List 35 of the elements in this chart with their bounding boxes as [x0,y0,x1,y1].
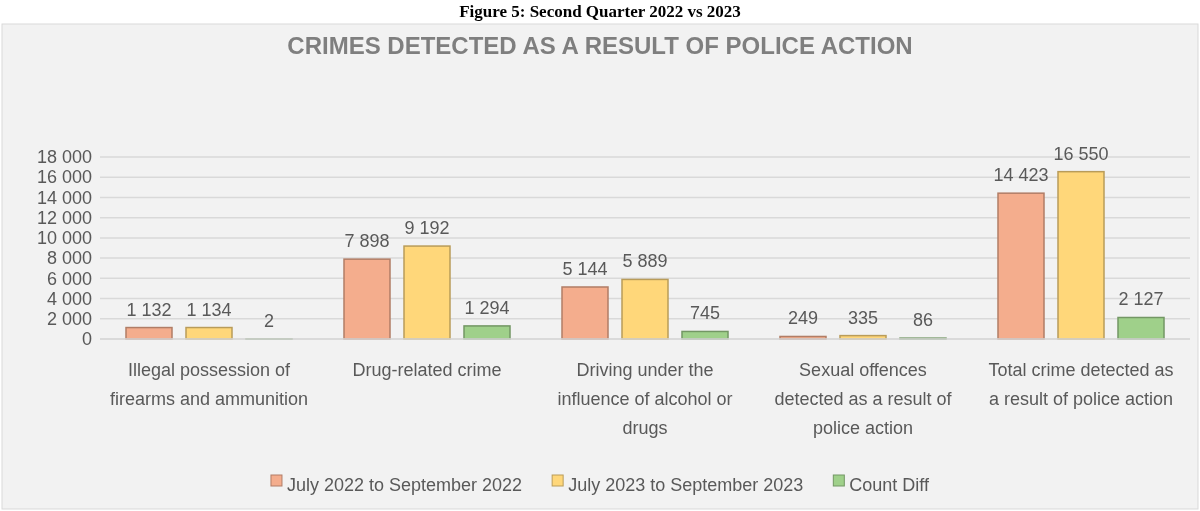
data-label: 5 889 [622,251,668,272]
data-label: 9 192 [404,218,450,239]
y-tick-label: 16 000 [36,167,92,188]
x-tick-label: Illegal possession of firearms and ammunition [109,360,309,409]
caption: Figure 5: Second Quarter 2022 vs 2023 [459,2,741,21]
x-tick-label: Drug-related crime [352,360,502,380]
legend-label: Count Diff [849,474,931,495]
y-tick-label: 4 000 [46,288,92,309]
y-tick-label: 8 000 [46,248,92,269]
y-tick-label: 0 [81,329,92,350]
y-tick-label: 2 000 [46,309,92,330]
data-label: 14 423 [993,165,1049,186]
data-label: 16 550 [1053,143,1109,164]
x-tick-label: Sexual offences detected as a result of police action [774,360,953,438]
data-label: 2 127 [1118,289,1164,310]
data-label: 1 132 [126,299,172,320]
x-tick-label: Total crime detected as a result of police action [988,360,1174,409]
data-label: 86 [912,310,934,331]
x-tick-label: Driving under the influence of alcohol or drugs [557,360,733,438]
data-label: 335 [847,307,879,328]
data-label: 2 [263,310,275,331]
legend-label: July 2023 to September 2023 [568,474,804,495]
data-label: 745 [689,303,721,324]
data-label: 5 144 [562,258,608,279]
y-tick-label: 12 000 [36,207,92,228]
data-label: 1 134 [186,299,232,320]
data-label: 1 294 [464,297,510,318]
data-label: 7 898 [344,231,390,252]
y-tick-label: 14 000 [36,187,92,208]
chart-title: CRIMES DETECTED AS A RESULT OF POLICE ACTION [287,32,913,59]
y-tick-label: 18 000 [36,147,92,168]
y-tick-label: 10 000 [36,228,92,249]
data-label: 249 [787,308,819,329]
legend-label: July 2022 to September 2022 [286,474,523,495]
y-tick-label: 6 000 [46,268,92,289]
